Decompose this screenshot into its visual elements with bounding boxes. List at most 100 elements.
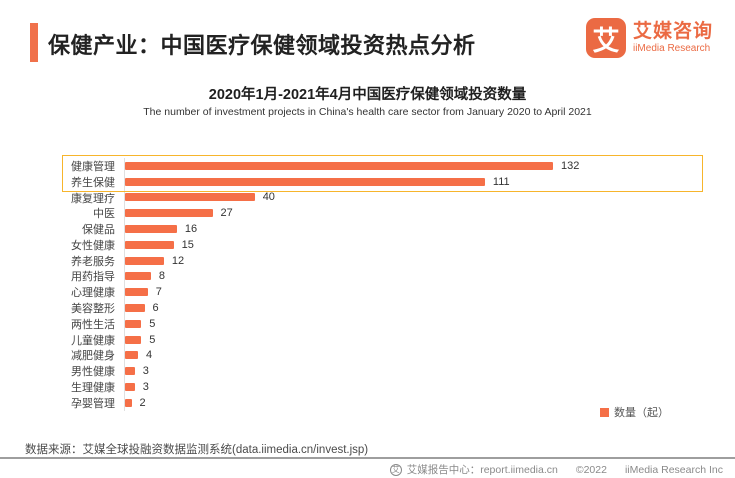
legend-swatch — [600, 407, 609, 417]
footer: 艾 艾媒报告中心：report.iimedia.cn ©2022 iiMedia… — [389, 462, 723, 477]
footer-report-center: 艾媒报告中心：report.iimedia.cn — [406, 464, 558, 476]
category-label: 减肥健身 — [71, 350, 115, 363]
bar-track: 12 — [124, 252, 185, 269]
bar-track: 16 — [124, 221, 197, 237]
value-label: 4 — [146, 349, 153, 362]
category-label: 两性生活 — [71, 318, 115, 331]
bar-track: 7 — [124, 284, 162, 301]
category-label: 健康管理 — [71, 160, 115, 173]
bar-row: 保健品 16 — [0, 221, 735, 237]
value-label: 3 — [142, 365, 149, 378]
footer-divider — [0, 457, 735, 459]
category-label: 心理健康 — [71, 287, 115, 300]
bar-row: 孕婴管理 2 — [0, 394, 735, 411]
bar — [125, 240, 174, 249]
chart-subtitle: The number of investment projects in Chi… — [143, 106, 592, 118]
bar — [125, 319, 142, 328]
bar-row: 养生保健 111 — [0, 173, 735, 190]
bar-track: 6 — [124, 300, 159, 316]
iimedia-globe-icon: 艾 — [389, 463, 402, 476]
bar-row: 两性生活 5 — [0, 315, 735, 332]
bar-row: 生理健康 3 — [0, 379, 735, 395]
bar — [125, 304, 145, 313]
data-source: 数据来源：艾媒全球投融资数据监测系统(data.iimedia.cn/inves… — [25, 444, 369, 456]
bar-row: 心理健康 7 — [0, 284, 735, 301]
logo-text: 艾媒咨询 iiMedia Research — [632, 20, 713, 54]
bar — [125, 351, 138, 360]
bar — [125, 383, 135, 392]
page-title: 保健产业：中国医疗保健领域投资热点分析 — [48, 33, 476, 58]
bar-row: 男性健康 3 — [0, 363, 735, 380]
category-label: 女性健康 — [71, 239, 115, 252]
value-label: 16 — [184, 223, 198, 236]
bar-track: 2 — [124, 394, 146, 411]
value-label: 5 — [149, 333, 156, 346]
bar-row: 康复理疗 40 — [0, 189, 735, 206]
category-label: 孕婴管理 — [71, 397, 115, 410]
value-label: 40 — [262, 191, 275, 204]
value-label: 12 — [171, 254, 185, 267]
bar-track: 3 — [124, 379, 149, 395]
category-label: 养生保健 — [71, 176, 115, 189]
bar-track: 4 — [124, 347, 153, 364]
bar — [125, 161, 553, 170]
bar-track: 8 — [124, 268, 166, 285]
bar-track: 5 — [124, 331, 156, 348]
bar-track: 27 — [124, 205, 233, 222]
value-label: 2 — [139, 396, 146, 409]
bar — [125, 256, 164, 265]
bar-track: 111 — [124, 173, 510, 190]
bar-track: 40 — [124, 189, 275, 206]
iimedia-logo: 艾 艾媒咨询 iiMedia Research — [585, 18, 713, 58]
footer-copyright: ©2022 — [575, 463, 607, 476]
chart-title: 2020年1月-2021年4月中国医疗保健领域投资数量 — [208, 87, 527, 103]
bar — [125, 335, 142, 344]
bar-track: 132 — [124, 158, 579, 174]
category-label: 美容整形 — [71, 303, 115, 316]
value-label: 5 — [149, 317, 156, 330]
bar — [125, 398, 132, 407]
value-label: 111 — [492, 175, 510, 188]
category-label: 保健品 — [82, 224, 115, 237]
bar — [125, 272, 151, 281]
bar-rows: 健康管理 132 养生保健 111 康复理疗 40 中医 27 保健品 16 女性健康 15 养老服务 1… — [0, 154, 735, 411]
bar-row: 美容整形 6 — [0, 300, 735, 316]
category-label: 康复理疗 — [71, 192, 115, 205]
bar-chart: 健康管理 132 养生保健 111 康复理疗 40 中医 27 保健品 16 女性健康 15 养老服务 1… — [0, 154, 735, 411]
bar — [125, 225, 177, 234]
value-label: 6 — [152, 302, 159, 315]
bar-row: 减肥健身 4 — [0, 347, 735, 364]
bar — [125, 209, 213, 218]
category-label: 生理健康 — [71, 382, 115, 395]
logo-name-cn: 艾媒咨询 — [632, 20, 713, 42]
bar-row: 用药指导 8 — [0, 268, 735, 285]
iimedia-logo-icon: 艾 — [585, 18, 626, 58]
category-label: 中医 — [93, 208, 115, 221]
bar-row: 中医 27 — [0, 205, 735, 222]
value-label: 27 — [220, 207, 233, 220]
bar — [125, 288, 148, 297]
category-label: 用药指导 — [71, 271, 115, 284]
footer-company: iiMedia Research Inc — [624, 463, 723, 476]
category-label: 养老服务 — [71, 255, 115, 268]
bar-track: 3 — [124, 363, 149, 380]
bar-row: 儿童健康 5 — [0, 331, 735, 348]
value-label: 3 — [142, 381, 149, 394]
logo-name-en: iiMedia Research — [632, 42, 711, 54]
header-accent-bar — [30, 23, 38, 62]
category-label: 儿童健康 — [71, 334, 115, 347]
value-label: 15 — [181, 238, 194, 251]
value-label: 7 — [155, 286, 162, 299]
bar-row: 养老服务 12 — [0, 252, 735, 269]
bar — [125, 177, 485, 186]
bar-row: 健康管理 132 — [0, 158, 735, 174]
bar — [125, 193, 255, 202]
value-label: 132 — [561, 159, 580, 172]
value-label: 8 — [158, 270, 166, 283]
bar — [125, 367, 135, 376]
bar-track: 5 — [124, 315, 156, 332]
bar-row: 女性健康 15 — [0, 236, 735, 253]
bar-track: 15 — [124, 236, 194, 253]
category-label: 男性健康 — [71, 366, 115, 379]
